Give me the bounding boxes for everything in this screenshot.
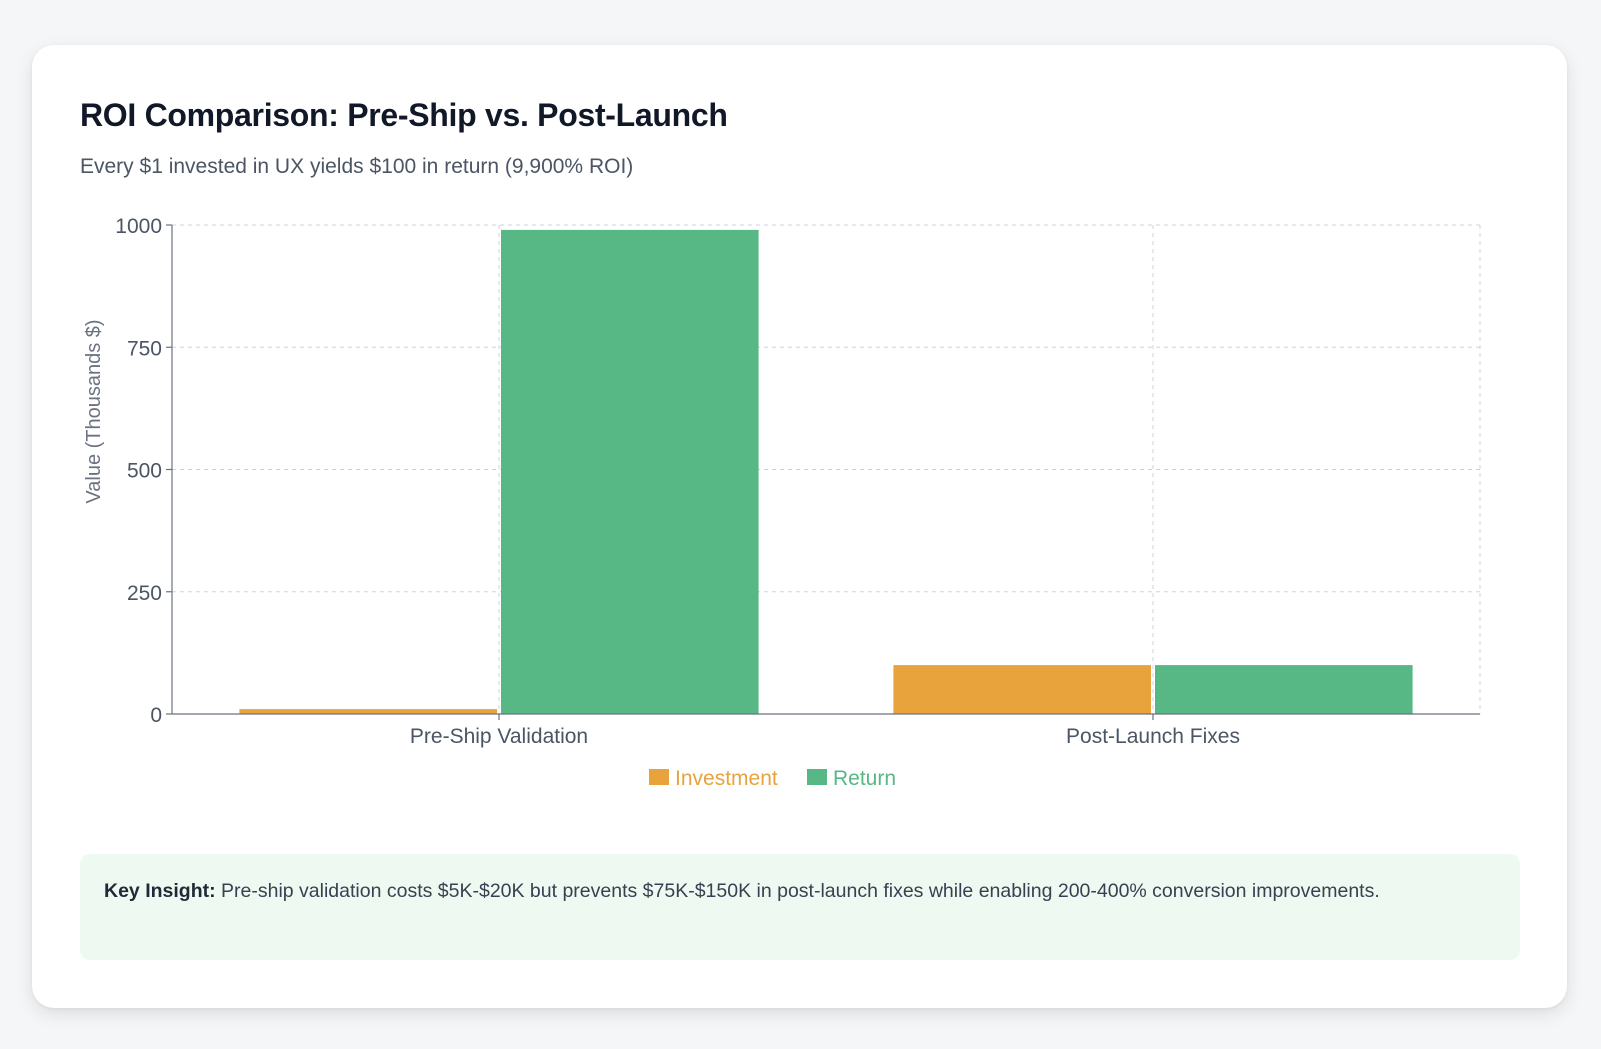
chart-card: ROI Comparison: Pre-Ship vs. Post-Launch… xyxy=(32,45,1567,1008)
y-tick-label: 0 xyxy=(150,704,162,727)
y-tick-label: 1000 xyxy=(115,215,162,238)
bar-return-1 xyxy=(501,229,759,714)
bar-chart: 0 250 500 750 1000 Pre-Ship Validation Post-La… xyxy=(83,215,1481,790)
y-axis-label: Value (Thousands $) xyxy=(83,319,105,503)
y-tick-label: 500 xyxy=(127,460,162,483)
legend-swatch-return xyxy=(807,769,827,785)
y-tick-label: 250 xyxy=(127,582,162,605)
bar-return-2 xyxy=(1155,665,1413,714)
x-tick-label: Pre-Ship Validation xyxy=(410,725,588,748)
chart-subtitle: Every $1 invested in UX yields $100 in r… xyxy=(80,155,634,178)
chart-title: ROI Comparison: Pre-Ship vs. Post-Launch xyxy=(80,97,728,133)
x-tick-label: Post-Launch Fixes xyxy=(1066,725,1240,748)
legend-label-return: Return xyxy=(833,767,896,790)
key-insight-text: Pre-ship validation costs $5K-$20K but p… xyxy=(215,880,1380,902)
legend-label-investment: Investment xyxy=(675,767,778,790)
y-tick-label: 750 xyxy=(127,337,162,360)
legend-swatch-investment xyxy=(649,769,669,785)
key-insight-box: Key Insight: Pre-ship validation costs $… xyxy=(80,854,1520,960)
key-insight-label: Key Insight: xyxy=(104,880,216,902)
bar-investment-1 xyxy=(239,709,497,714)
bar-investment-2 xyxy=(893,665,1151,714)
